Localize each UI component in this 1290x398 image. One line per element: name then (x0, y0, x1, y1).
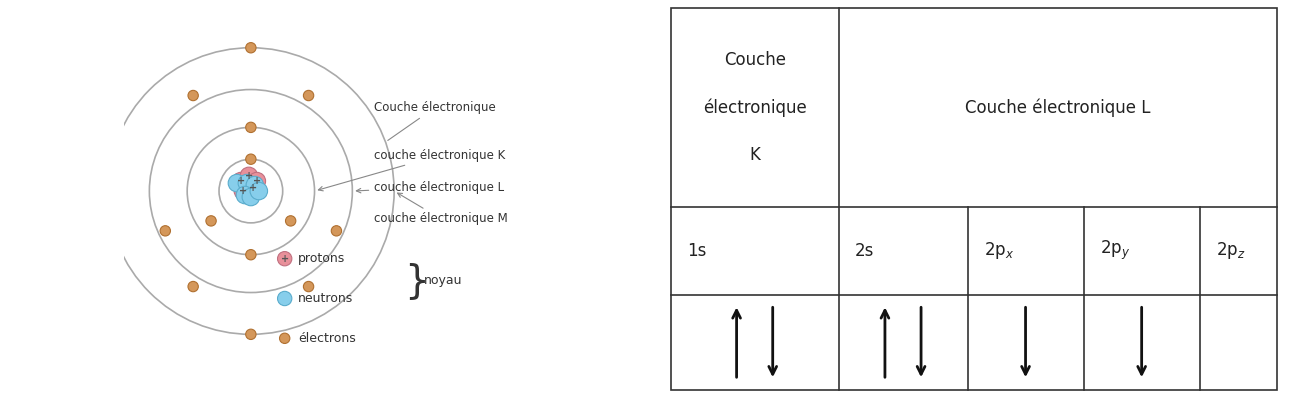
Text: couche électronique K: couche électronique K (319, 149, 506, 191)
Circle shape (277, 291, 292, 306)
Text: 2p$_z$: 2p$_z$ (1215, 240, 1245, 261)
Circle shape (285, 216, 295, 226)
Circle shape (160, 226, 170, 236)
Circle shape (280, 333, 290, 343)
Circle shape (250, 182, 267, 200)
Text: +: + (239, 186, 246, 196)
Circle shape (245, 43, 255, 53)
Text: Couche électronique: Couche électronique (374, 101, 495, 140)
Text: }: } (404, 261, 428, 300)
Text: électrons: électrons (298, 332, 356, 345)
Text: +: + (249, 183, 257, 193)
Circle shape (303, 281, 313, 292)
Circle shape (303, 90, 313, 101)
Text: +: + (281, 254, 289, 264)
Circle shape (332, 226, 342, 236)
Text: 1s: 1s (686, 242, 707, 260)
Text: neutrons: neutrons (298, 292, 353, 305)
Circle shape (235, 182, 252, 200)
Text: +: + (253, 176, 261, 186)
Circle shape (244, 179, 262, 197)
Circle shape (188, 90, 199, 101)
Text: 2p$_x$: 2p$_x$ (983, 240, 1014, 261)
Circle shape (243, 188, 259, 206)
Circle shape (239, 174, 255, 192)
Circle shape (245, 122, 255, 133)
Circle shape (246, 176, 263, 194)
Circle shape (277, 252, 292, 266)
Text: couche électronique L: couche électronique L (356, 181, 504, 193)
Text: 2s: 2s (854, 242, 875, 260)
Text: 2p$_y$: 2p$_y$ (1099, 239, 1130, 262)
Text: noyau: noyau (424, 274, 463, 287)
Circle shape (248, 172, 266, 190)
Circle shape (232, 172, 250, 190)
Circle shape (245, 250, 255, 260)
Circle shape (245, 329, 255, 339)
Circle shape (228, 174, 245, 192)
Circle shape (236, 186, 254, 204)
Text: protons: protons (298, 252, 344, 265)
Text: Couche

électronique

K: Couche électronique K (703, 51, 806, 164)
Text: couche électronique M: couche électronique M (374, 193, 508, 225)
Text: +: + (245, 171, 253, 181)
Circle shape (240, 167, 258, 185)
Circle shape (206, 216, 217, 226)
Circle shape (245, 154, 255, 164)
Circle shape (188, 281, 199, 292)
Text: +: + (237, 176, 245, 186)
Text: Couche électronique L: Couche électronique L (965, 98, 1151, 117)
